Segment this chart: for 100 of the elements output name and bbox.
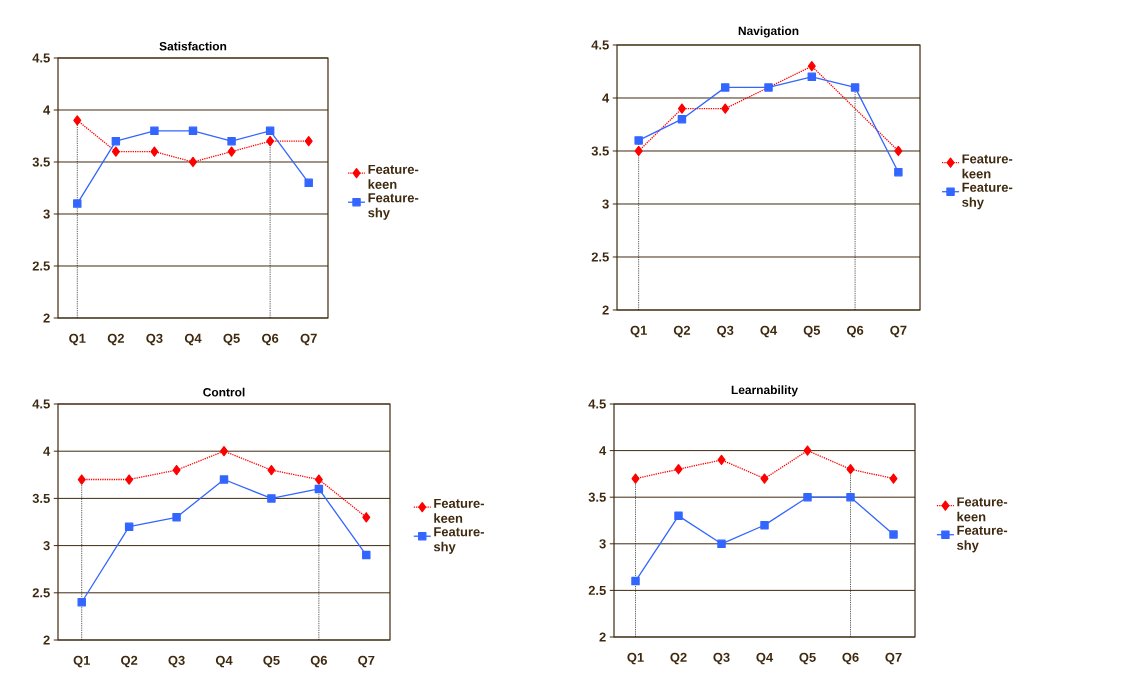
point	[227, 146, 236, 157]
point	[674, 464, 683, 475]
x-tick-label: Q2	[670, 652, 687, 665]
y-tick-label: 4.5	[32, 399, 50, 409]
legend-label: Feature-keen	[368, 164, 419, 189]
legend-label: Feature-shy	[433, 527, 484, 554]
point	[721, 103, 730, 114]
x-tick-label: Q5	[799, 652, 816, 665]
x-tick-label: Q4	[760, 325, 778, 338]
x-tick-label: Q6	[262, 333, 279, 346]
point	[894, 145, 903, 157]
chart-title: Navigation	[738, 26, 799, 38]
point	[760, 520, 769, 530]
point	[807, 61, 816, 72]
point	[150, 146, 159, 157]
x-tick-label: Q1	[630, 325, 647, 338]
x-tick-label: Q5	[223, 333, 240, 346]
point	[150, 126, 159, 136]
x-tick-label: Q3	[168, 655, 185, 668]
point	[889, 473, 898, 484]
y-tick-label: 2	[602, 305, 609, 315]
legend-label: Feature-shy	[962, 182, 1013, 210]
point	[314, 474, 323, 485]
x-tick-label: Q1	[627, 652, 644, 665]
point	[720, 83, 730, 92]
x-tick-label: Q4	[756, 652, 774, 665]
y-tick-label: 2.5	[32, 261, 50, 271]
y-tick-label: 3	[43, 541, 50, 551]
point	[267, 464, 276, 476]
point	[304, 136, 313, 147]
point	[77, 474, 86, 485]
point	[894, 167, 903, 177]
y-tick-label: 2.5	[588, 585, 606, 595]
x-tick-label: Q3	[146, 333, 163, 346]
point	[631, 473, 640, 484]
point	[846, 492, 855, 502]
y-tick-label: 3	[43, 209, 50, 219]
y-tick-label: 3	[602, 199, 609, 209]
y-tick-label: 3	[599, 539, 606, 549]
point	[111, 146, 120, 157]
x-tick-label: Q6	[842, 652, 859, 665]
x-tick-label: Q7	[358, 655, 375, 668]
legend-label: Feature-keen	[957, 497, 1008, 522]
point	[124, 522, 134, 531]
point	[172, 464, 181, 476]
point	[764, 83, 773, 92]
point	[188, 126, 198, 136]
point	[677, 103, 686, 114]
point	[267, 494, 276, 503]
x-tick-label: Q3	[717, 325, 734, 338]
y-tick-label: 4.5	[588, 399, 606, 409]
x-tick-label: Q7	[890, 325, 907, 338]
point	[677, 114, 687, 124]
point	[219, 475, 229, 484]
x-tick-label: Q2	[107, 333, 124, 346]
x-tick-label: Q2	[673, 325, 691, 338]
x-tick-label: Q4	[184, 333, 202, 346]
point	[803, 445, 812, 456]
point	[73, 199, 82, 208]
point	[77, 598, 86, 607]
y-tick-label: 2	[43, 635, 50, 645]
x-tick-label: Q5	[803, 325, 821, 338]
y-tick-label: 4.5	[591, 40, 609, 50]
y-tick-label: 4	[599, 446, 607, 456]
legend-label: Feature-keen	[434, 498, 484, 523]
point	[265, 126, 275, 136]
x-tick-label: Q7	[300, 333, 317, 346]
x-tick-label: Q1	[69, 333, 86, 346]
point	[362, 550, 371, 560]
x-tick-label: Q4	[215, 655, 233, 668]
x-tick-label: Q7	[885, 652, 902, 665]
point	[304, 178, 313, 188]
y-tick-label: 2.5	[591, 252, 609, 262]
y-tick-label: 2	[599, 632, 606, 642]
point	[760, 473, 769, 484]
point	[631, 576, 640, 586]
y-tick-label: 2.5	[32, 588, 50, 598]
x-tick-label: Q6	[846, 325, 864, 338]
x-tick-label: Q6	[310, 655, 328, 668]
x-tick-label: Q2	[121, 655, 138, 668]
y-tick-label: 3.5	[591, 146, 609, 156]
y-tick-label: 4	[43, 105, 51, 115]
y-tick-label: 4	[43, 446, 51, 456]
point	[674, 511, 683, 521]
point	[850, 83, 860, 92]
point	[188, 156, 198, 168]
point	[717, 539, 726, 549]
point	[846, 464, 855, 475]
y-tick-label: 4	[602, 93, 610, 103]
point	[803, 492, 812, 502]
chart-title: Satisfaction	[159, 41, 227, 51]
y-tick-label: 3.5	[32, 493, 50, 503]
point	[111, 136, 121, 146]
y-tick-label: 4.5	[32, 53, 50, 63]
y-tick-label: 3.5	[32, 157, 50, 167]
point	[717, 454, 726, 466]
point	[634, 145, 643, 157]
point	[219, 446, 229, 457]
point	[634, 136, 643, 145]
point	[266, 136, 275, 147]
